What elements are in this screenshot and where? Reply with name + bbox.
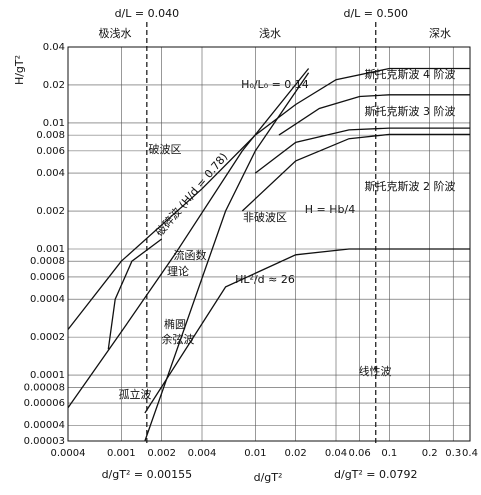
curve	[241, 133, 470, 212]
curve	[144, 72, 310, 442]
x-tick-label: 0.4	[462, 448, 478, 459]
x-tick-label: 0.1	[381, 448, 397, 459]
y-tick-label: 0.0006	[30, 272, 65, 283]
annotation: 浅水	[259, 27, 281, 40]
curve	[67, 67, 470, 330]
x-tick-label: 0.06	[348, 448, 370, 459]
y-tick-label: 0.004	[36, 168, 65, 179]
curve	[278, 94, 470, 136]
curve	[144, 248, 470, 414]
y-tick-label: 0.0002	[30, 332, 65, 343]
y-tick-label: 0.002	[36, 206, 65, 217]
x-tick-label: 0.2	[422, 448, 438, 459]
y-tick-label: 0.0008	[30, 256, 65, 267]
curve	[254, 127, 470, 174]
curve	[67, 68, 310, 409]
y-axis-label: H/gT²	[13, 55, 26, 85]
y-tick-label: 0.04	[43, 42, 65, 53]
y-tick-label: 0.02	[43, 80, 65, 91]
y-tick-label: 0.01	[43, 118, 65, 129]
annotation: HL²/d ≈ 26	[235, 273, 295, 286]
y-tick-label: 0.00003	[24, 436, 65, 447]
x-tick-label: 0.3	[445, 448, 461, 459]
x-tick-label: 0.001	[107, 448, 136, 459]
annotation: 流函数	[174, 248, 207, 262]
x-tick-label: 0.004	[188, 448, 217, 459]
boundary-top-label: d/L = 0.040	[115, 7, 180, 20]
annotation: 斯托克斯波 4 阶波	[365, 67, 456, 81]
annotation: 破波区	[149, 142, 182, 156]
curve	[107, 238, 163, 350]
y-tick-label: 0.008	[36, 130, 65, 141]
annotation: 非破波区	[243, 210, 287, 224]
x-tick-label: 0.02	[285, 448, 307, 459]
x-tick-label: 0.0004	[51, 448, 86, 459]
y-tick-label: 0.006	[36, 146, 65, 157]
annotation: 椭圆	[164, 317, 186, 331]
annotation: 孤立波	[119, 387, 152, 401]
boundary-top-label: d/L = 0.500	[343, 7, 408, 20]
x-axis-label: d/gT²	[254, 471, 283, 484]
plot-frame	[67, 46, 471, 442]
y-tick-label: 0.00004	[24, 420, 65, 431]
boundary-label: d/gT² = 0.0792	[334, 468, 418, 481]
annotation: 极浅水	[99, 26, 132, 40]
annotation: 破碎波 (H/d = 0.78)	[152, 150, 230, 239]
boundary-label: d/gT² = 0.00155	[102, 468, 193, 481]
annotation: 线性波	[359, 364, 392, 378]
annotation: 斯托克斯波 2 阶波	[365, 179, 456, 193]
x-tick-label: 0.002	[147, 448, 176, 459]
annotation: 余弦波	[162, 332, 195, 346]
annotation: 理论	[167, 264, 189, 278]
x-tick-label: 0.04	[325, 448, 347, 459]
annotation: H = Hb/4	[305, 203, 355, 216]
annotation: 斯托克斯波 3 阶波	[365, 104, 456, 118]
y-tick-label: 0.00006	[24, 398, 65, 409]
y-tick-label: 0.0001	[30, 370, 65, 381]
annotation: H₀/L₀ = 0.14	[241, 78, 309, 91]
x-tick-label: 0.01	[244, 448, 266, 459]
y-tick-label: 0.001	[36, 244, 65, 255]
annotation: 深水	[429, 27, 451, 40]
y-tick-label: 0.0004	[30, 294, 65, 305]
y-tick-label: 0.00008	[24, 382, 65, 393]
